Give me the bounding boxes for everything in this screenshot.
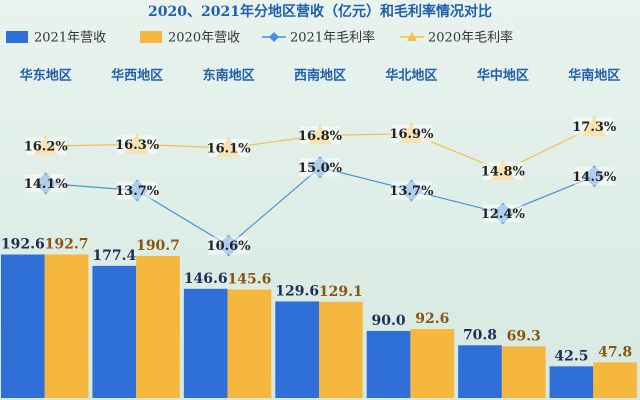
bar (593, 362, 637, 398)
category-label: 东南地区 (203, 68, 255, 84)
bar (1, 254, 45, 398)
line-label-bg (482, 161, 523, 180)
bar-value-label: 190.7 (136, 238, 180, 254)
bar (183, 288, 228, 398)
line-value-label: 16.9% (389, 127, 434, 142)
legend-label: 2021年毛利率 (290, 30, 375, 46)
legend-marker (269, 32, 279, 42)
bar-value-label: 145.6 (228, 272, 272, 288)
line-label-bg (574, 167, 615, 186)
bar-value-label: 177.4 (92, 248, 136, 264)
category-label: 华南地区 (568, 68, 620, 84)
bar-value-label: 192.7 (45, 236, 89, 252)
line-value-label: 14.8% (481, 164, 526, 179)
legend-swatch (6, 31, 28, 43)
line-label-bg (208, 236, 249, 255)
line-label-bg (391, 181, 432, 200)
line-label-bg (117, 181, 158, 200)
line-label-bg (25, 137, 66, 156)
bar-value-label: 192.6 (1, 237, 45, 253)
line-label-bg (482, 204, 523, 223)
line-value-label: 15.0% (298, 161, 343, 176)
bar (458, 345, 502, 398)
line-value-label: 14.1% (24, 177, 69, 192)
chart-title: 2020、2021年分地区营收（亿元）和毛利率情况对比 (148, 3, 492, 20)
line-value-label: 10.6% (207, 239, 252, 254)
line-label-bg (208, 138, 249, 157)
bar-value-label: 90.0 (372, 313, 406, 329)
bar-value-label: 47.8 (598, 344, 632, 360)
bar (549, 366, 594, 398)
bar-value-label: 42.5 (554, 348, 588, 364)
bar (366, 330, 411, 398)
bar (44, 254, 89, 398)
line-value-label: 13.7% (115, 184, 160, 199)
line-value-label: 16.2% (24, 140, 69, 155)
bar-value-label: 129.6 (275, 283, 319, 299)
line-label-bg (300, 158, 340, 177)
category-label: 华西地区 (111, 68, 163, 84)
category-label: 华中地区 (477, 68, 529, 84)
bar (410, 329, 455, 398)
category-label: 华东地区 (20, 68, 72, 84)
line-label-bg (391, 124, 432, 143)
bar (227, 289, 272, 398)
bar (92, 265, 137, 398)
legend-swatch (140, 31, 162, 43)
line-value-label: 17.3% (572, 120, 617, 135)
category-label: 西南地区 (294, 68, 346, 84)
bar-value-label: 69.3 (507, 328, 541, 344)
bar (501, 346, 546, 398)
line-value-label: 14.5% (572, 170, 617, 185)
line-value-label: 16.8% (298, 129, 343, 144)
legend-label: 2020年毛利率 (428, 30, 513, 46)
line-label-bg (300, 126, 340, 145)
category-label: 华北地区 (385, 68, 437, 84)
bar-value-label: 146.6 (184, 271, 228, 287)
bar (319, 301, 363, 398)
bar (136, 255, 180, 398)
legend-label: 2021年营收 (34, 31, 106, 46)
legend-label: 2020年营收 (168, 31, 240, 46)
legend-marker (407, 32, 417, 41)
line-value-label: 12.4% (481, 207, 526, 222)
line-value-label: 16.3% (115, 138, 160, 153)
bar-value-label: 70.8 (463, 327, 497, 343)
line-value-label: 16.1% (207, 141, 252, 156)
line-label-bg (25, 174, 66, 193)
bar-value-label: 92.6 (415, 311, 449, 327)
bar-value-label: 129.1 (319, 284, 363, 300)
line-label-bg (574, 117, 615, 136)
line-value-label: 13.7% (389, 184, 434, 199)
bar (275, 301, 319, 398)
line-label-bg (117, 135, 158, 154)
